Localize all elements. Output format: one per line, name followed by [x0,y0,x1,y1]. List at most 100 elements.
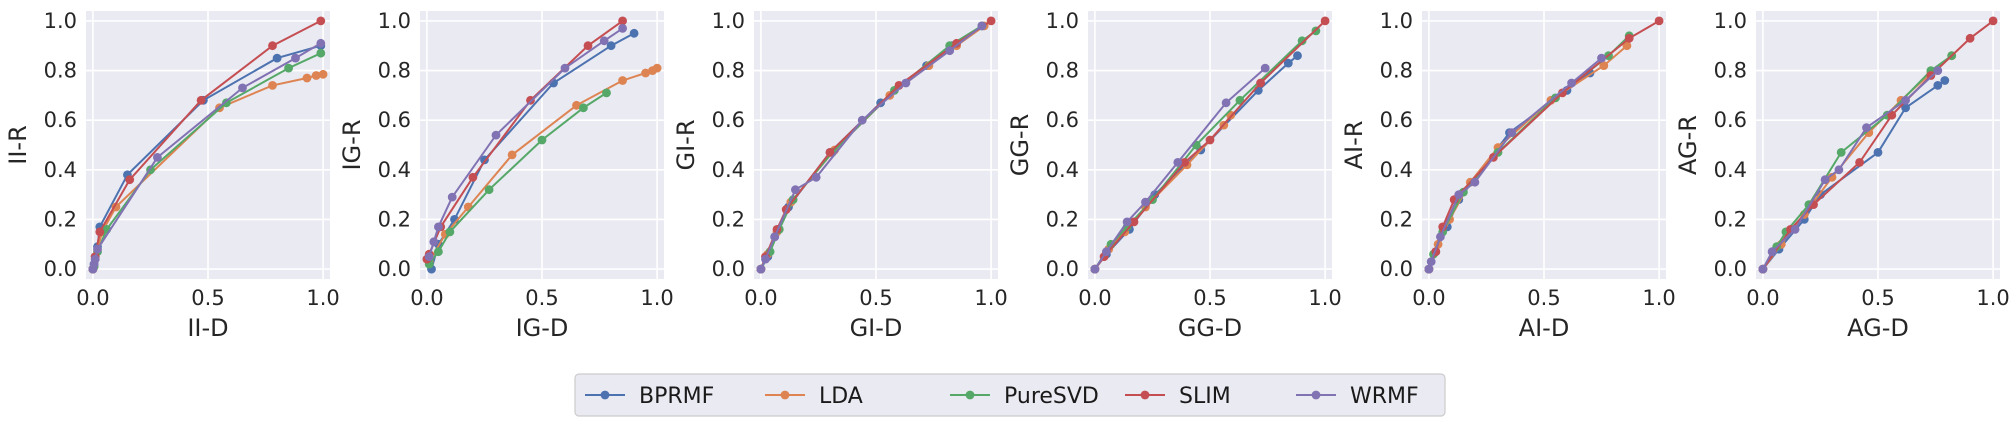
data-point [572,100,581,110]
series-line [1427,57,1603,270]
y-tick-label: 0.2 [378,207,411,231]
y-tick-label: 1.0 [44,9,77,33]
x-tick-label: 1.0 [1642,286,1675,310]
data-point [1558,88,1567,98]
data-point [1901,95,1910,105]
data-point [602,88,611,98]
data-point [93,244,102,254]
data-point [468,172,478,182]
series-wrmf [756,21,987,274]
y-tick-label: 0.6 [712,108,745,132]
data-point [537,135,547,145]
data-point [1988,16,1998,26]
data-point [618,16,627,26]
data-point [1624,33,1634,43]
y-tick-label: 0.2 [1714,207,1747,231]
y-tick-label: 0.0 [1046,257,1079,281]
data-point [579,103,588,113]
x-axis-label: GI-D [850,314,903,342]
data-point [491,130,501,140]
x-tick-label: 1.0 [974,286,1007,310]
y-tick-label: 0.6 [44,108,77,132]
y-tick-label: 0.0 [1380,257,1413,281]
data-point [1654,16,1664,26]
y-axis-label: GI-R [672,119,700,170]
x-tick-label: 0.5 [1861,286,1894,310]
y-tick-label: 1.0 [1380,9,1413,33]
y-tick-label: 0.6 [1714,108,1747,132]
data-point [1293,51,1302,61]
data-point [1965,33,1975,43]
legend-label: SLIM [1179,384,1231,409]
data-point [1260,63,1270,73]
x-tick-label: 0.0 [1746,286,1779,310]
x-axis-label: GG-D [1178,314,1242,342]
data-point [825,148,835,157]
data-point [1622,41,1632,51]
data-point [1426,257,1436,266]
data-point [1141,197,1150,207]
data-point [1090,264,1100,274]
series-wrmf [424,24,627,262]
data-point [1297,36,1307,46]
data-point [857,115,867,125]
y-axis-label: II-R [4,125,32,165]
legend-item-bprmf: BPRMF [585,384,714,409]
x-tick-label: 0.0 [744,286,777,310]
x-tick-label: 0.0 [1412,286,1445,310]
data-point [1180,158,1190,167]
y-tick-label: 0.0 [44,257,77,281]
legend-marker [1140,390,1150,400]
data-point [318,69,328,79]
y-tick-label: 0.2 [712,207,745,231]
y-tick-label: 0.0 [378,257,411,281]
data-point [1283,58,1293,68]
data-point [606,41,616,51]
x-tick-label: 0.5 [525,286,558,310]
data-point [1256,78,1265,88]
data-point [434,222,443,232]
data-point [791,185,800,195]
y-tick-label: 0.2 [44,207,77,231]
y-tick-label: 0.2 [1046,207,1079,231]
data-point [90,254,100,264]
x-tick-label: 0.5 [191,286,224,310]
data-point [95,227,105,237]
data-point [1834,165,1844,175]
y-tick-label: 1.0 [1714,9,1747,33]
legend-item-lda: LDA [765,384,863,409]
data-point [560,63,570,73]
data-point [316,38,326,48]
data-point [583,41,593,51]
y-tick-label: 0.8 [712,59,745,83]
series-wrmf [1424,53,1606,274]
panel-ii-d: 0.0 0.2 0.4 0.6 0.8 1.0 0.0 0.5 1.0 II-D II-R [4,9,340,342]
data-point [945,46,955,56]
legend-marker [1311,390,1321,400]
x-axis-label: IG-D [516,314,569,342]
data-point [445,227,455,237]
data-point [1790,225,1800,234]
y-tick-label: 0.8 [1714,59,1747,83]
data-point [770,232,780,242]
legend-label: BPRMF [639,384,714,409]
x-tick-label: 0.0 [410,286,443,310]
data-point [811,172,821,182]
y-tick-label: 0.4 [1046,158,1079,182]
data-point [311,71,321,80]
y-axis-label: AI-R [1340,121,1368,170]
y-tick-label: 0.0 [1714,257,1747,281]
series-wrmf [1090,63,1270,274]
y-tick-label: 0.4 [1714,158,1747,182]
legend-label: WRMF [1350,384,1419,409]
x-axis-label: II-D [187,314,228,342]
data-point [1901,103,1910,113]
data-point [284,63,293,73]
data-point [618,76,627,85]
data-point [1102,247,1111,257]
x-tick-label: 0.0 [76,286,109,310]
data-point [1758,264,1768,274]
data-point [618,24,627,33]
legend-item-slim: SLIM [1125,384,1231,409]
